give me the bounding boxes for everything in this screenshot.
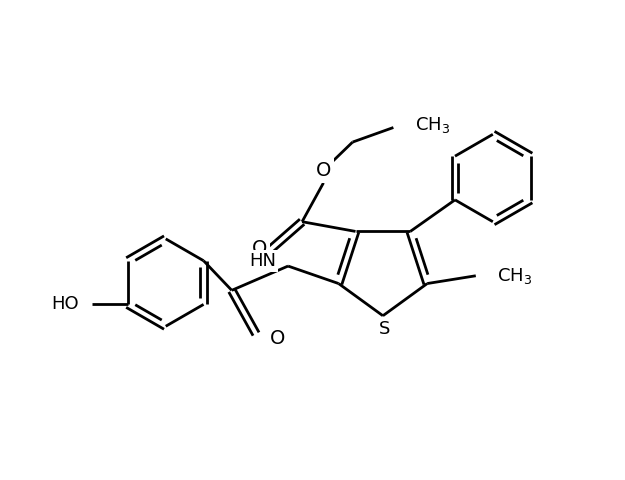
Text: CH$_3$: CH$_3$ [497,266,532,286]
Text: HN: HN [249,252,276,270]
Text: S: S [379,320,391,338]
Text: HO: HO [52,295,79,313]
Text: O: O [252,240,267,258]
Text: CH$_3$: CH$_3$ [415,115,450,134]
Text: O: O [269,329,285,348]
Text: O: O [316,161,331,180]
